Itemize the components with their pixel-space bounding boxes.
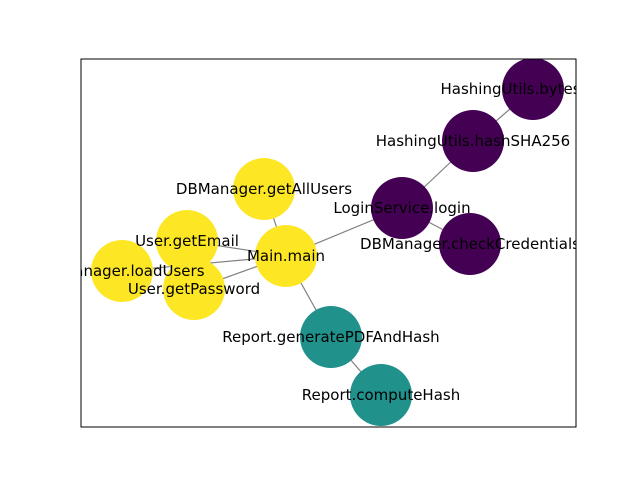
node-getEmail — [156, 210, 218, 272]
labels-layer: Main.main DBManager.getAllUsers User.getEm… — [39, 80, 625, 404]
node-label-bytesToHex: HashingUtils.bytesToHex — [440, 80, 625, 98]
node-label-computeHash: Report.computeHash — [302, 386, 460, 404]
node-label-getEmail: User.getEmail — [135, 232, 239, 250]
node-label-login: LoginService.login — [333, 199, 470, 217]
node-checkCredentials — [439, 213, 501, 275]
node-label-getPassword: User.getPassword — [128, 280, 260, 298]
node-label-loadUsers: DBManager.loadUsers — [39, 262, 204, 280]
node-label-getAllUsers: DBManager.getAllUsers — [176, 180, 352, 198]
node-label-checkCredentials: DBManager.checkCredentials — [360, 235, 580, 253]
plot-area: Main.main DBManager.getAllUsers User.getEm… — [39, 59, 625, 426]
nodes-layer — [91, 59, 564, 426]
node-getAllUsers — [233, 158, 295, 220]
node-label-main: Main.main — [247, 247, 325, 265]
node-generatePDFAndHash — [300, 306, 362, 368]
node-label-hashSHA256: HashingUtils.hashSHA256 — [376, 132, 570, 150]
node-label-generatePDFAndHash: Report.generatePDFAndHash — [222, 328, 439, 346]
node-computeHash — [350, 364, 412, 426]
node-main — [255, 225, 317, 287]
node-login — [371, 177, 433, 239]
node-bytesToHex — [502, 59, 564, 120]
node-hashSHA256 — [442, 110, 504, 172]
node-getPassword — [163, 258, 225, 320]
axes-frame — [80, 58, 577, 428]
node-loadUsers — [91, 240, 153, 302]
